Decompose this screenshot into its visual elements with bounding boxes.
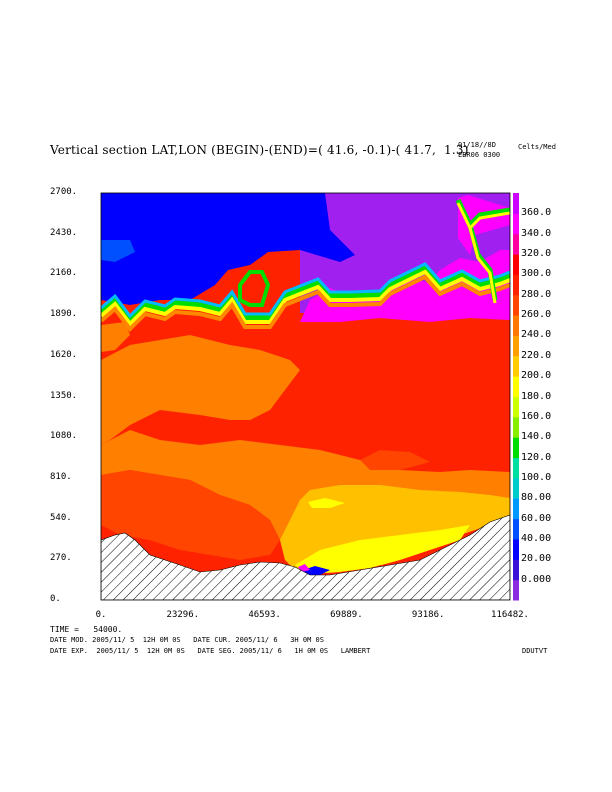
x-tick-label: 69889. xyxy=(330,610,363,620)
colorbar-level-label: 220.0 xyxy=(521,349,552,361)
colorbar-level-label: 140.0 xyxy=(521,431,552,443)
x-tick-label: 93186. xyxy=(411,610,445,620)
colorbar-swatch xyxy=(513,294,519,316)
y-tick-label: 1350. xyxy=(50,390,78,401)
x-tick-label: 46593. xyxy=(248,610,281,620)
colorbar-level-label: 40.00 xyxy=(521,532,552,544)
peak-yellow xyxy=(456,202,510,304)
date-code: 01/18//8D xyxy=(458,141,496,149)
colorbar-swatch xyxy=(513,538,519,560)
y-tick-label: 2700. xyxy=(50,187,78,197)
transition-orange xyxy=(101,274,510,333)
colorbar-swatch xyxy=(513,437,519,459)
colorbar-level-label: 260.0 xyxy=(521,309,552,321)
colorbar-level-label: 120.0 xyxy=(521,451,552,463)
y-tick-label: 1620. xyxy=(50,349,78,360)
colorbar-level-label: 100.0 xyxy=(521,471,552,483)
colorbar-level-label: 320.0 xyxy=(521,248,552,260)
colorbar-level-label: 80.00 xyxy=(521,492,552,504)
colorbar-swatch xyxy=(513,498,519,520)
footer-date-line-1: DATE MOD. 2005/11/ 5 12H 0M 0S DATE CUR.… xyxy=(50,636,324,644)
colorbar-swatch xyxy=(513,335,519,357)
bubble-red xyxy=(244,278,264,300)
field-yellow xyxy=(295,525,470,574)
colorbar-swatch xyxy=(513,457,519,479)
colorbar-level-label: 180.0 xyxy=(521,390,552,402)
y-tick-label: 270. xyxy=(50,553,72,564)
x-tick-label: 23296. xyxy=(166,610,200,620)
colorbar-level-label: 300.0 xyxy=(521,268,552,280)
y-tick-label: 1080. xyxy=(50,431,78,442)
terrain-hatch xyxy=(101,514,510,600)
colorbar-swatch xyxy=(513,213,519,235)
y-tick-label: 1890. xyxy=(50,309,78,320)
transition-yellow xyxy=(101,269,510,328)
chart-title: Vertical section LAT,LON (BEGIN)-(END)=(… xyxy=(50,143,469,157)
y-tick-label: 0. xyxy=(50,594,61,604)
colorbar-swatch xyxy=(513,396,519,418)
colorbar-level-label: 20.00 xyxy=(521,553,552,565)
y-tick-label: 810. xyxy=(50,471,72,482)
x-tick-label: 116482. xyxy=(491,610,529,620)
colorbar-level-label: 160.0 xyxy=(521,410,552,422)
colorbar-swatch xyxy=(513,254,519,275)
colorbar-level-label: 200.0 xyxy=(521,370,552,382)
field-red-orange-pocket xyxy=(360,450,430,470)
colorbar-swatch xyxy=(513,477,519,499)
colorbar-level-label: 0.000 xyxy=(521,573,552,585)
time-line: TIME = 54000. xyxy=(50,625,123,634)
colorbar-swatch xyxy=(513,416,519,438)
footer-label: DDUTVT xyxy=(522,647,548,655)
units-label: Celts/Med xyxy=(518,143,556,151)
plot-frame xyxy=(100,192,511,601)
colorbar-level-label: 360.0 xyxy=(521,207,552,219)
colorbar-swatch xyxy=(513,315,519,336)
colorbar-level-label: 60.00 xyxy=(521,512,552,524)
colorbar-swatch xyxy=(513,559,519,581)
field-blue xyxy=(101,193,355,305)
field-orange-upper xyxy=(101,335,300,445)
y-tick-label: 2430. xyxy=(50,227,78,238)
colorbar-swatch xyxy=(513,233,519,255)
y-tick-label: 2160. xyxy=(50,268,78,279)
y-tick-label: 540. xyxy=(50,512,72,523)
colorbar-swatch xyxy=(513,518,519,540)
field-orange-left xyxy=(101,322,130,352)
colorbar-level-label: 240.0 xyxy=(521,329,552,341)
x-tick-label: 0. xyxy=(95,610,107,620)
colorbar-swatch xyxy=(513,376,519,397)
colorbar-swatch xyxy=(513,355,519,377)
colorbar-level-label: 280.0 xyxy=(521,288,552,300)
colorbar-level-label: 340.0 xyxy=(521,227,552,239)
field-surface-blue xyxy=(303,566,330,575)
colorbar-swatch xyxy=(513,274,519,296)
footer-date-line-2: DATE EXP. 2005/11/ 5 12H 0M 0S DATE SEG.… xyxy=(50,647,371,655)
bubble-outline xyxy=(238,270,271,307)
transition-cyan xyxy=(101,262,510,319)
exp-code: EBR06 0300 xyxy=(458,151,501,159)
colorbar xyxy=(513,193,519,601)
colorbar-swatch xyxy=(513,579,519,601)
field-yellow-patch xyxy=(308,498,345,508)
field-blue-light xyxy=(101,240,135,262)
transition-green xyxy=(101,264,510,324)
contour-field xyxy=(101,193,510,600)
colorbar-swatch xyxy=(513,193,519,214)
field-red-orange xyxy=(101,470,280,560)
